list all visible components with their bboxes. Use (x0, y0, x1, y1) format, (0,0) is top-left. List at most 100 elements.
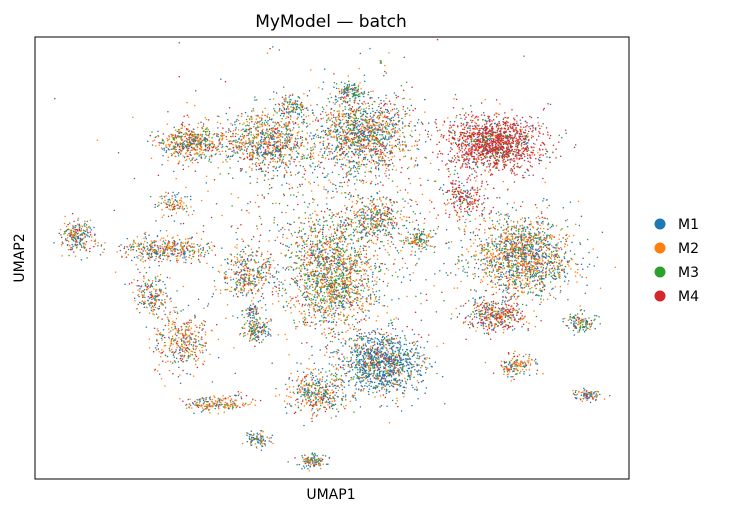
data-point (550, 225, 553, 228)
data-point (319, 378, 321, 380)
data-point (298, 391, 300, 393)
data-point (363, 222, 365, 224)
data-point (342, 243, 344, 246)
data-point (335, 213, 338, 215)
data-point (236, 247, 238, 249)
data-point (537, 294, 539, 297)
data-point (471, 197, 473, 200)
data-point (472, 206, 474, 208)
data-point (319, 379, 321, 381)
data-point (349, 97, 351, 100)
data-point (587, 327, 589, 330)
data-point (238, 334, 241, 336)
data-point (463, 149, 466, 151)
data-point (341, 353, 343, 355)
data-point (436, 130, 439, 132)
data-point (510, 235, 513, 238)
data-point (53, 242, 55, 244)
data-point (515, 245, 517, 247)
data-point (495, 291, 498, 294)
data-point (282, 115, 285, 117)
data-point (477, 116, 479, 118)
data-point (291, 251, 293, 254)
data-point (200, 251, 203, 254)
data-point (202, 409, 204, 412)
data-point (420, 231, 423, 233)
data-point (262, 159, 265, 162)
data-point (346, 128, 349, 131)
data-point (496, 311, 499, 313)
data-point (351, 116, 353, 118)
data-point (337, 378, 340, 381)
data-point (542, 177, 544, 180)
data-point (245, 432, 248, 434)
data-point (471, 125, 474, 128)
data-point (181, 205, 184, 208)
data-point (271, 293, 274, 296)
data-point (351, 239, 353, 241)
data-point (540, 240, 542, 242)
data-point (65, 225, 68, 228)
data-point (423, 222, 425, 224)
data-point (290, 312, 292, 314)
data-point (497, 143, 499, 146)
data-point (477, 203, 480, 206)
data-point (303, 92, 305, 95)
data-point (387, 325, 390, 327)
data-point (348, 166, 351, 168)
data-point (194, 314, 196, 316)
data-point (458, 146, 460, 149)
data-point (405, 240, 407, 242)
data-point (265, 143, 267, 146)
data-point (460, 305, 462, 307)
data-point (468, 127, 470, 129)
data-point (200, 199, 203, 202)
data-point (315, 117, 318, 119)
data-point (249, 337, 251, 340)
data-point (436, 228, 439, 230)
data-point (345, 121, 347, 124)
data-point (197, 335, 199, 338)
data-point (278, 287, 280, 289)
data-point (390, 384, 393, 387)
data-point (382, 153, 385, 155)
data-point (408, 216, 410, 219)
data-point (324, 296, 326, 298)
data-point (180, 241, 182, 244)
data-point (288, 395, 290, 398)
data-point (296, 141, 298, 143)
data-point (273, 145, 275, 148)
data-point (448, 140, 450, 142)
data-point (297, 191, 299, 194)
data-point (266, 154, 269, 157)
data-point (480, 324, 482, 327)
data-point (519, 119, 522, 121)
data-point (509, 243, 512, 246)
data-point (242, 250, 245, 253)
data-point (332, 365, 335, 368)
data-point (330, 321, 333, 323)
data-point (143, 237, 145, 240)
data-point (536, 207, 538, 209)
data-point (466, 135, 469, 137)
data-point (547, 103, 549, 105)
data-point (363, 100, 365, 103)
data-point (566, 225, 569, 228)
data-point (351, 289, 354, 291)
data-point (466, 166, 469, 168)
data-point (390, 201, 392, 204)
data-point (326, 382, 328, 385)
data-point (497, 211, 500, 213)
data-point (201, 127, 203, 129)
data-point (516, 162, 519, 165)
data-point (306, 324, 308, 326)
data-point (447, 274, 449, 276)
data-point (428, 357, 431, 359)
data-point (166, 235, 169, 237)
data-point (324, 281, 326, 283)
data-point (221, 143, 224, 146)
data-point (238, 147, 241, 150)
data-point (176, 259, 178, 262)
data-point (443, 202, 446, 205)
